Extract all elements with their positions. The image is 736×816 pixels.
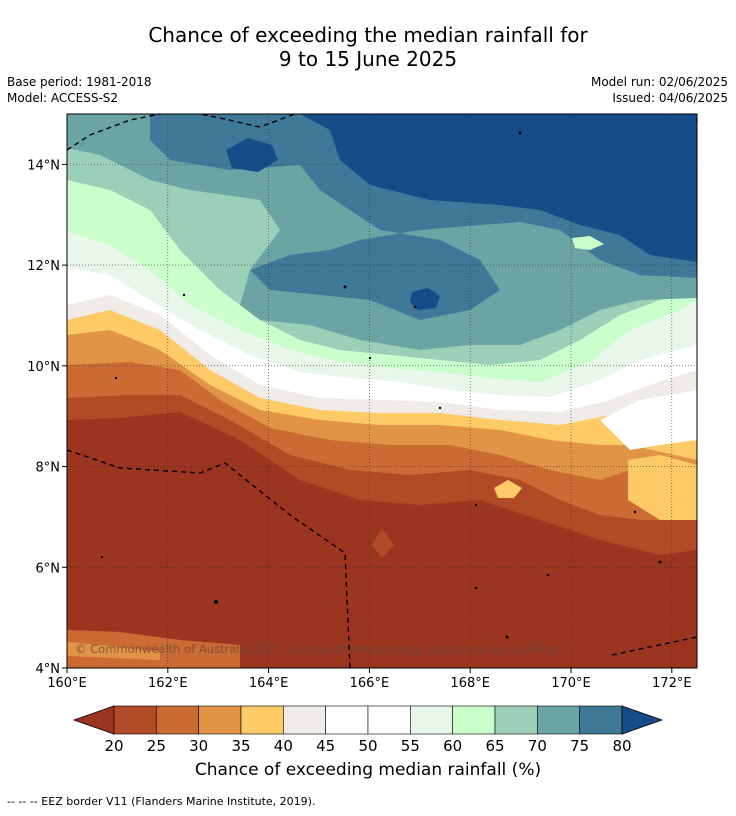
region-patch-wet-centre bbox=[410, 288, 440, 310]
lat-tick-label: 10°N bbox=[27, 360, 60, 375]
island-markers bbox=[100, 118, 697, 639]
copyright-text: © Commonwealth of Australia 2025, Bureau… bbox=[75, 642, 559, 656]
lat-tick-label: 8°N bbox=[36, 461, 61, 476]
island-marker bbox=[474, 503, 478, 507]
latitude-axis: 4°N 6°N 8°N 10°N 12°N 14°N bbox=[27, 158, 67, 677]
lat-tick-label: 14°N bbox=[27, 158, 60, 173]
region-80-plus-core bbox=[300, 114, 697, 262]
region-patch-wet-northwest bbox=[226, 138, 278, 172]
island-marker bbox=[546, 573, 550, 577]
island-marker bbox=[343, 285, 347, 289]
region-east-yellow bbox=[628, 455, 697, 520]
title-line-1: Chance of exceeding the median rainfall … bbox=[148, 23, 588, 47]
colorbar-swatch bbox=[198, 705, 242, 735]
colorbar-swatch bbox=[367, 705, 411, 735]
colorbar-swatch bbox=[240, 705, 284, 735]
colorbar-swatch bbox=[325, 705, 369, 735]
lon-tick-label: 172°E bbox=[652, 676, 692, 691]
island-marker bbox=[214, 600, 218, 604]
region-east-light-patch bbox=[572, 236, 604, 250]
lon-tick-label: 170°E bbox=[551, 676, 591, 691]
colorbar-tick-label: 65 bbox=[485, 737, 504, 755]
eez-border-south bbox=[67, 449, 351, 668]
colorbar-swatch bbox=[113, 705, 157, 735]
model-name: Model: ACCESS-S2 bbox=[7, 91, 119, 105]
longitude-axis: 160°E 162°E 164°E 166°E 168°E 170°E 172°E bbox=[47, 668, 692, 691]
meta-right: Model run: 02/06/2025 Issued: 04/06/2025 bbox=[591, 74, 728, 106]
island-marker bbox=[658, 560, 662, 564]
colorbar-swatch bbox=[283, 705, 326, 735]
eez-borders bbox=[67, 114, 697, 668]
colorbar: 20 25 30 35 40 45 50 55 60 65 70 75 80 bbox=[72, 705, 664, 755]
colorbar-swatch bbox=[494, 705, 538, 735]
colorbar-tick-label: 75 bbox=[570, 737, 589, 755]
lat-tick-label: 6°N bbox=[36, 561, 61, 576]
issued-date: Issued: 04/06/2025 bbox=[612, 91, 728, 105]
map-frame bbox=[66, 113, 698, 669]
colorbar-tick-label: 30 bbox=[189, 737, 208, 755]
colorbar-swatch bbox=[579, 705, 623, 735]
lon-tick-label: 162°E bbox=[148, 676, 188, 691]
colorbar-tick-label: 50 bbox=[358, 737, 377, 755]
island-marker bbox=[505, 635, 509, 639]
colorbar-tick-label: 45 bbox=[316, 737, 335, 755]
region-south-strip-orange bbox=[67, 630, 240, 668]
region-south-strip-light bbox=[67, 642, 160, 660]
region-patch-lower-south bbox=[372, 528, 394, 558]
eez-border-north bbox=[67, 114, 297, 151]
colorbar-tick-label: 60 bbox=[443, 737, 462, 755]
colorbar-extend-low bbox=[72, 705, 115, 735]
colorbar-tick-label: 80 bbox=[612, 737, 631, 755]
lon-tick-label: 168°E bbox=[450, 676, 490, 691]
region-patch-dry-centre bbox=[494, 480, 522, 498]
meta-left: Base period: 1981-2018 Model: ACCESS-S2 bbox=[7, 74, 152, 106]
lon-tick-label: 164°E bbox=[249, 676, 289, 691]
colorbar-extend-high bbox=[621, 705, 664, 735]
island-marker bbox=[413, 305, 417, 309]
island-marker bbox=[100, 555, 104, 559]
footer-note: -- -- -- EEZ border V11 (Flanders Marine… bbox=[7, 795, 316, 808]
colorbar-swatch bbox=[452, 705, 496, 735]
colorbar-tick-label: 25 bbox=[147, 737, 166, 755]
colorbar-title: Chance of exceeding median rainfall (%) bbox=[194, 760, 542, 780]
island-marker bbox=[368, 356, 372, 360]
lon-tick-label: 160°E bbox=[47, 676, 87, 691]
base-period: Base period: 1981-2018 bbox=[7, 75, 152, 89]
island-marker bbox=[633, 510, 637, 514]
island-marker bbox=[182, 293, 186, 297]
island-marker bbox=[518, 131, 522, 135]
lon-tick-label: 166°E bbox=[350, 676, 390, 691]
colorbar-tick-label: 70 bbox=[528, 737, 547, 755]
island-marker bbox=[114, 376, 118, 380]
colorbar-tick-label: 20 bbox=[104, 737, 123, 755]
colorbar-tick-label: 35 bbox=[231, 737, 250, 755]
region-east-light-band bbox=[600, 390, 697, 450]
island-marker bbox=[438, 406, 442, 410]
colorbar-tick-label: 40 bbox=[274, 737, 293, 755]
model-run-date: Model run: 02/06/2025 bbox=[590, 75, 728, 89]
colorbar-swatch bbox=[156, 705, 199, 735]
eez-border-southeast bbox=[611, 636, 697, 656]
lat-tick-label: 4°N bbox=[36, 662, 61, 677]
island-marker bbox=[474, 586, 478, 590]
graticule bbox=[67, 114, 697, 668]
colorbar-swatch bbox=[410, 705, 453, 735]
colorbar-tick-label: 55 bbox=[401, 737, 420, 755]
title-line-2: 9 to 15 June 2025 bbox=[278, 47, 458, 71]
lat-tick-label: 12°N bbox=[27, 259, 60, 274]
colorbar-swatch bbox=[537, 705, 580, 735]
map-plot-area: © Commonwealth of Australia 2025, Bureau… bbox=[67, 114, 697, 668]
